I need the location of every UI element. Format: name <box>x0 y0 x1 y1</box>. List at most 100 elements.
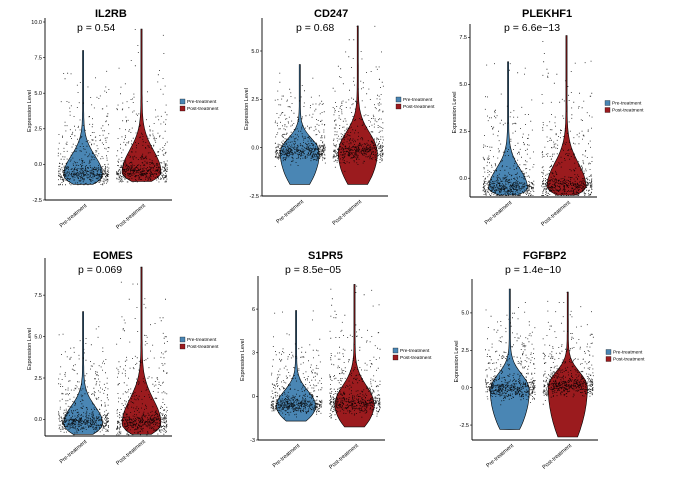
legend-label: Pre-treatment <box>612 101 642 107</box>
jitter-points <box>542 292 594 405</box>
p-value-label: p = 6.6e−13 <box>504 22 560 34</box>
violin-shape <box>279 64 320 185</box>
post-treatment-group <box>329 284 381 428</box>
violin-shape <box>547 291 588 438</box>
x-tick-label: Post-treatment <box>115 439 147 467</box>
post-treatment-group <box>541 35 593 196</box>
panel-title: CD247 <box>314 8 348 20</box>
legend-label: Pre-treatment <box>187 337 217 343</box>
legend-swatch <box>604 100 611 106</box>
legend-label: Pre-treatment <box>613 350 643 356</box>
post-treatment-group <box>116 28 168 183</box>
x-tick-label: Pre-treatment <box>484 200 514 227</box>
jitter-points <box>116 29 168 183</box>
legend-label: Post-treatment <box>612 108 644 114</box>
y-tick-label: -3 <box>250 438 255 444</box>
legend-swatch <box>179 343 186 350</box>
legend-label: Post-treatment <box>187 106 219 112</box>
p-value-label: p = 0.68 <box>296 22 334 34</box>
y-axis-label: Expression Level <box>27 328 33 370</box>
x-tick-label: Post-treatment <box>542 443 574 471</box>
violin-shape <box>488 61 529 196</box>
y-axis-label: Expression Level <box>454 341 460 383</box>
post-treatment-group <box>116 266 168 436</box>
legend-label: Pre-treatment <box>187 99 217 105</box>
legend-swatch <box>605 349 612 355</box>
pre-treatment-group <box>58 311 110 436</box>
y-tick-label: 7.5 <box>34 293 42 299</box>
y-tick-label: 2.5 <box>461 348 469 354</box>
y-tick-label: 0.0 <box>34 417 42 423</box>
jitter-points <box>329 285 381 420</box>
y-tick-label: -2.5 <box>250 194 259 200</box>
jitter-points <box>485 302 536 406</box>
legend-swatch <box>604 107 611 113</box>
jitter-points <box>274 72 326 167</box>
x-tick-label: Pre-treatment <box>272 443 302 470</box>
post-treatment-group <box>332 25 384 185</box>
panel-plekhf1: PLEKHF1 p = 6.6e−13 Expression Level Pre-tr… <box>452 8 644 228</box>
legend-label: Post-treatment <box>613 357 645 363</box>
legend-label: Pre-treatment <box>400 348 430 354</box>
y-tick-label: -2.5 <box>33 198 42 204</box>
pre-treatment-group <box>274 64 326 185</box>
panel-cd247: CD247 p = 0.68 Expression Level Pre-treatme… <box>244 8 435 227</box>
y-tick-label: 2.5 <box>34 376 42 382</box>
y-tick-label: 5.0 <box>461 311 469 317</box>
panel-title: PLEKHF1 <box>522 8 572 20</box>
y-tick-label: 7.5 <box>459 35 467 41</box>
p-value-label: p = 8.5e−05 <box>285 264 341 276</box>
y-tick-label: 2.5 <box>459 129 467 135</box>
legend-swatch <box>605 356 612 362</box>
panel-title: FGFBP2 <box>523 250 566 262</box>
pre-treatment-group <box>270 310 323 422</box>
y-tick-label: 2.5 <box>34 127 42 133</box>
pre-treatment-group <box>482 61 535 197</box>
violin-shape <box>337 25 378 185</box>
p-value-label: p = 0.54 <box>77 22 115 34</box>
y-tick-label: 5.0 <box>459 82 467 88</box>
legend-label: Post-treatment <box>187 344 219 350</box>
legend-label: Post-treatment <box>400 355 432 361</box>
panel-title: EOMES <box>93 250 133 262</box>
legend-swatch <box>392 347 399 354</box>
y-tick-label: 0.0 <box>459 176 467 182</box>
x-tick-label: Pre-treatment <box>275 199 305 226</box>
violin-shape <box>121 28 162 182</box>
legend-swatch <box>179 98 186 105</box>
panel-il2rb: IL2RB p = 0.54 Expression Level Pre-treatme… <box>27 8 219 231</box>
y-axis-label: Expression Level <box>244 88 250 130</box>
x-tick-label: Pre-treatment <box>59 203 89 230</box>
y-tick-label: 5.0 <box>34 91 42 97</box>
x-tick-label: Post-treatment <box>332 199 364 227</box>
legend-swatch <box>395 103 402 110</box>
violin-shape <box>546 35 587 196</box>
x-tick-label: Pre-treatment <box>485 443 515 470</box>
jitter-points <box>482 63 535 197</box>
jitter-points <box>58 326 110 436</box>
post-treatment-group <box>542 291 594 438</box>
panel-eomes: EOMES p = 0.069 Expression Level Pre-treatm… <box>27 250 219 467</box>
panel-title: IL2RB <box>95 8 127 20</box>
x-tick-label: Pre-treatment <box>59 439 89 466</box>
y-tick-label: 2.5 <box>251 97 259 103</box>
y-tick-label: 0 <box>252 394 255 400</box>
jitter-points <box>116 267 168 436</box>
x-tick-label: Post-treatment <box>540 200 572 228</box>
violin-shape <box>63 50 103 185</box>
violin-shape <box>121 266 162 435</box>
violin-shape <box>489 288 530 430</box>
jitter-points <box>57 70 110 186</box>
violin-shape <box>334 284 375 428</box>
y-tick-label: 5.0 <box>251 49 259 55</box>
legend-swatch <box>179 105 186 112</box>
legend-swatch <box>392 354 399 361</box>
y-tick-label: 0.0 <box>251 145 259 151</box>
y-tick-label: 0.0 <box>461 385 469 391</box>
y-tick-label: 3 <box>252 351 255 357</box>
